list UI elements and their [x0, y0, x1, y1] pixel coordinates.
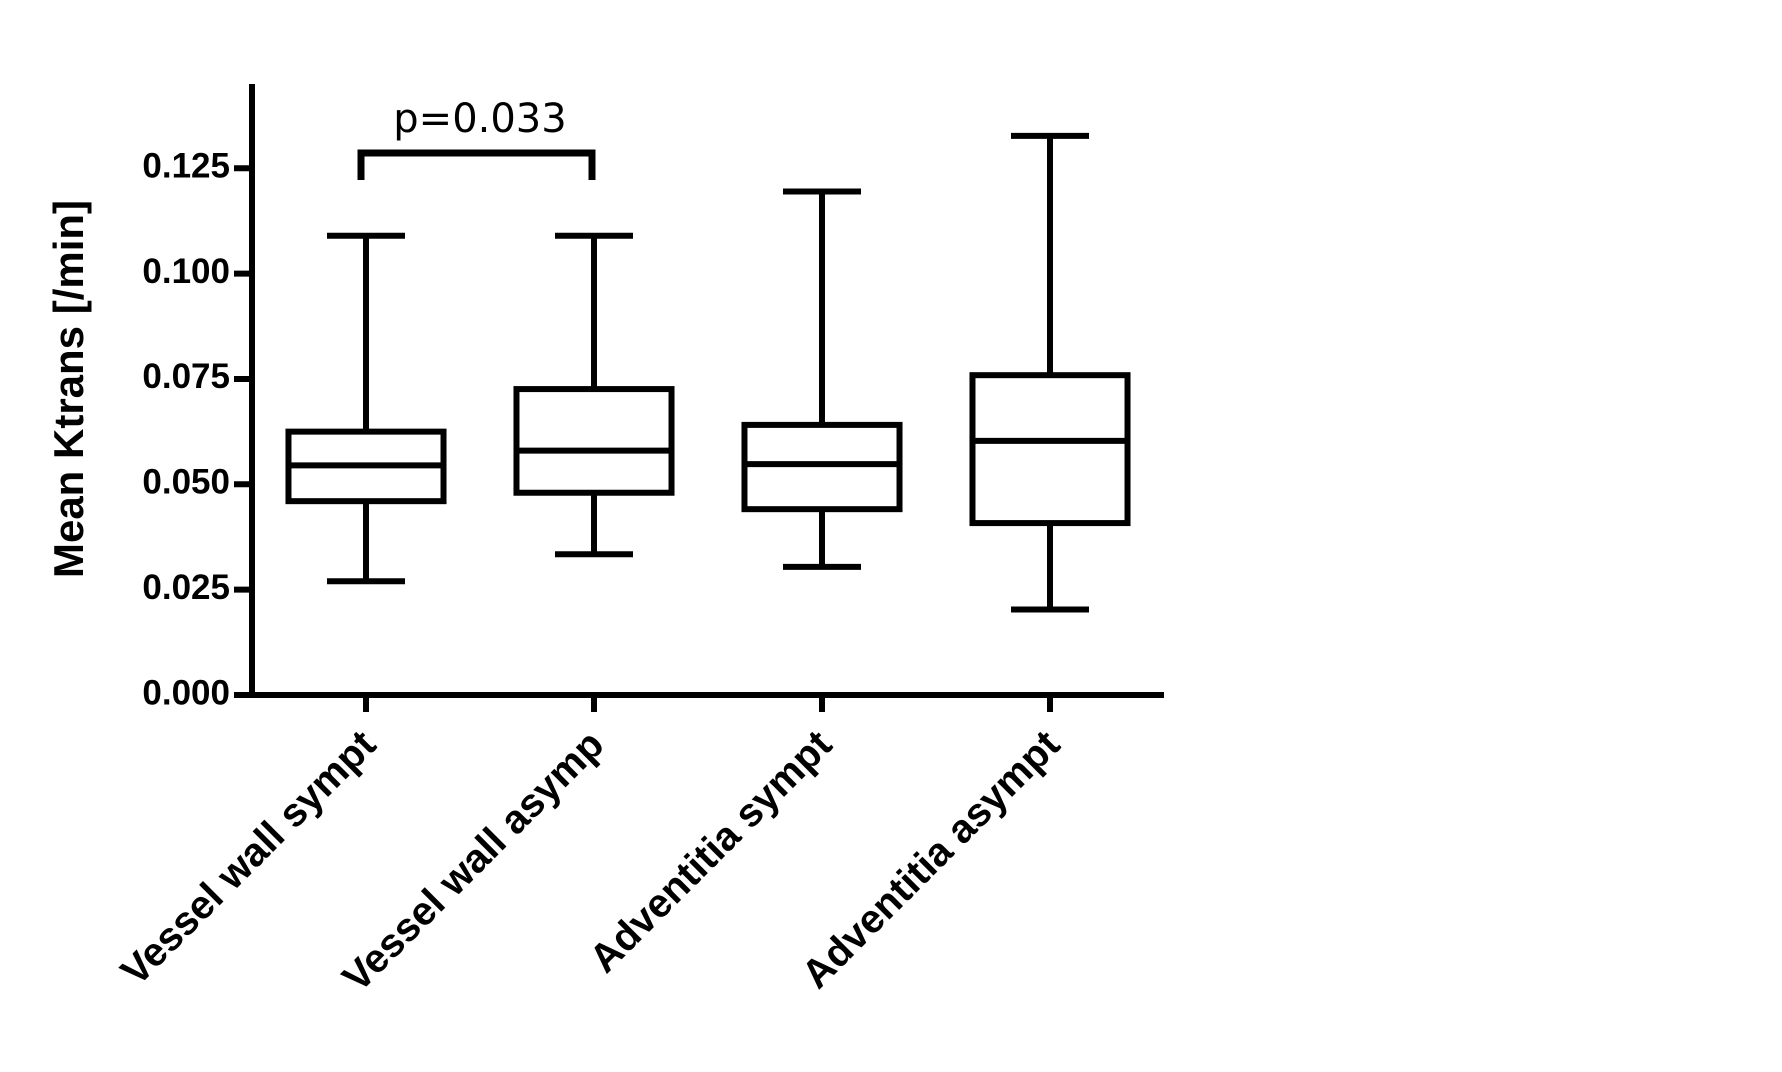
- y-tick-label: 0.025: [142, 568, 230, 607]
- y-tick-label: 0.100: [142, 252, 230, 291]
- x-tick-label: Vessel wall sympt: [113, 722, 385, 994]
- y-tick-label: 0.050: [142, 463, 230, 502]
- y-tick-label: 0.075: [142, 357, 230, 396]
- box: [969, 372, 1131, 527]
- x-tick-label: Vessel wall asymp: [334, 722, 612, 1000]
- x-tick-label: Adventitia asympt: [794, 722, 1069, 997]
- y-tick-label: 0.000: [142, 673, 230, 712]
- box: [513, 386, 675, 496]
- annotation: p=0.033: [393, 96, 566, 142]
- y-tick-label: 0.125: [142, 147, 230, 186]
- y-axis-label: Mean Ktrans [/min]: [45, 200, 92, 578]
- significance-bracket: [357, 149, 596, 180]
- x-tick-label: Adventitia sympt: [581, 722, 840, 981]
